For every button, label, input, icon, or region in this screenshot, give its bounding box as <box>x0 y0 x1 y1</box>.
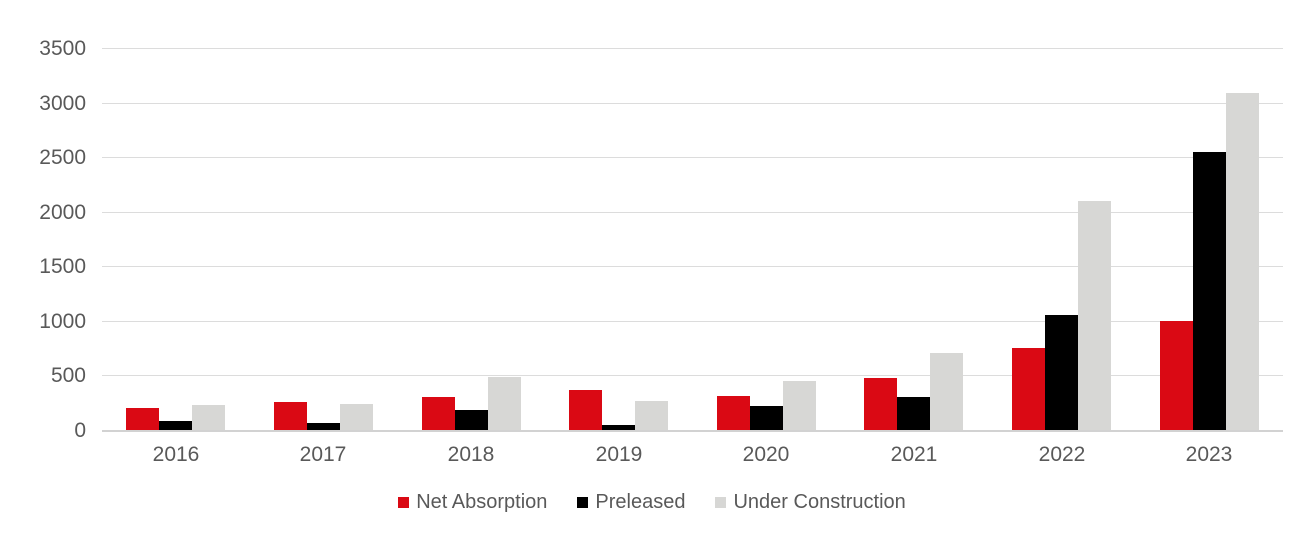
bar-net-absorption <box>569 390 602 430</box>
bar-group-2022 <box>1012 201 1111 430</box>
gridline <box>102 157 1283 158</box>
y-axis-tick-label: 2500 <box>39 146 86 169</box>
y-axis-tick-label: 1000 <box>39 310 86 333</box>
plot-area <box>102 48 1283 432</box>
bar-net-absorption <box>717 396 750 430</box>
bar-group-2023 <box>1160 93 1259 430</box>
bar-preleased <box>1193 152 1226 430</box>
bar-preleased <box>455 410 488 430</box>
x-axis-tick-label: 2017 <box>299 443 347 466</box>
legend-item-preleased: Preleased <box>577 490 685 514</box>
bar-net-absorption <box>1012 348 1045 430</box>
bar-preleased <box>897 397 930 430</box>
bar-under-construction <box>488 377 521 430</box>
bar-group-2019 <box>569 390 668 430</box>
y-axis-tick-label: 0 <box>74 419 86 442</box>
bar-net-absorption <box>126 408 159 430</box>
y-axis-tick-label: 1500 <box>39 255 86 278</box>
x-axis-tick-label: 2016 <box>152 443 200 466</box>
y-axis-tick-label: 500 <box>50 364 86 387</box>
gridline <box>102 266 1283 267</box>
x-axis-tick-label: 2021 <box>890 443 938 466</box>
bar-under-construction <box>1078 201 1111 430</box>
gridline <box>102 48 1283 49</box>
gridline <box>102 103 1283 104</box>
gridline <box>102 321 1283 322</box>
x-axis-tick-label: 2018 <box>447 443 495 466</box>
x-axis-tick-label: 2022 <box>1038 443 1086 466</box>
y-axis-tick-label: 2000 <box>39 201 86 224</box>
bar-net-absorption <box>274 402 307 430</box>
legend-swatch-preleased <box>577 496 589 508</box>
bar-net-absorption <box>422 397 455 430</box>
bar-under-construction <box>635 401 668 430</box>
legend-item-under-construction: Under Construction <box>715 490 906 514</box>
legend: Net Absorption Preleased Under Constructio… <box>0 490 1304 514</box>
bar-preleased <box>602 425 635 430</box>
legend-label: Preleased <box>595 491 686 513</box>
legend-label: Under Construction <box>733 491 906 513</box>
gridline <box>102 212 1283 213</box>
bar-under-construction <box>192 405 225 430</box>
bar-group-2017 <box>274 402 373 430</box>
bar-preleased <box>750 406 783 430</box>
bar-preleased <box>1045 315 1078 430</box>
y-axis-tick-label: 3000 <box>39 92 86 115</box>
bar-under-construction <box>340 404 373 430</box>
y-axis-tick-label: 3500 <box>39 37 86 60</box>
bar-preleased <box>307 423 340 430</box>
legend-label: Net Absorption <box>416 491 548 513</box>
legend-swatch-net-absorption <box>398 496 410 508</box>
bar-preleased <box>159 421 192 430</box>
bar-group-2021 <box>864 353 963 430</box>
x-axis-line <box>102 430 1283 432</box>
bar-group-2016 <box>126 405 225 430</box>
x-axis-tick-label: 2019 <box>595 443 643 466</box>
gridline <box>102 375 1283 376</box>
x-axis-tick-label: 2023 <box>1185 443 1233 466</box>
bar-under-construction <box>1226 93 1259 430</box>
x-axis-tick-label: 2020 <box>742 443 790 466</box>
bar-group-2020 <box>717 381 816 430</box>
bar-under-construction <box>930 353 963 430</box>
bar-group-2018 <box>422 377 521 430</box>
legend-item-net-absorption: Net Absorption <box>398 490 547 514</box>
bar-net-absorption <box>864 378 897 430</box>
bar-net-absorption <box>1160 321 1193 430</box>
legend-swatch-under-construction <box>715 496 727 508</box>
bar-under-construction <box>783 381 816 430</box>
